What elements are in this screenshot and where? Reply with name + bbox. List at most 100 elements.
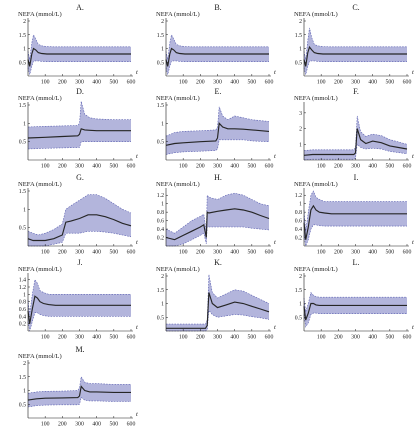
y-tick-label: 1 bbox=[161, 121, 164, 127]
x-tick-label: 500 bbox=[247, 164, 256, 170]
x-tick-label: 500 bbox=[247, 335, 256, 341]
x-axis-label: t bbox=[412, 153, 414, 160]
y-tick-label: 1.5 bbox=[19, 103, 26, 109]
y-tick-label: 0.5 bbox=[157, 60, 164, 66]
y-tick-label: 0.5 bbox=[295, 315, 302, 321]
lower-bound-line bbox=[303, 312, 407, 328]
y-tick-label: 1.5 bbox=[157, 33, 164, 39]
panel-label: D. bbox=[76, 87, 84, 96]
y-tick-label: 1.5 bbox=[295, 288, 302, 294]
x-tick-label: 200 bbox=[196, 250, 205, 256]
x-tick-label: 300 bbox=[75, 335, 84, 341]
confidence-band bbox=[166, 106, 269, 155]
x-tick-label: 200 bbox=[334, 250, 343, 256]
y-tick-label: 2 bbox=[161, 274, 164, 280]
lower-bound-line bbox=[303, 60, 407, 75]
confidence-band bbox=[28, 101, 131, 149]
x-tick-label: 300 bbox=[213, 80, 222, 86]
x-tick-label: 500 bbox=[109, 335, 118, 341]
lower-bound-line bbox=[27, 312, 131, 332]
lower-bound-line bbox=[165, 139, 270, 155]
x-axis-label: t bbox=[136, 239, 138, 246]
x-tick-label: 200 bbox=[334, 164, 343, 170]
y-tick-label: 1 bbox=[299, 302, 302, 308]
y-tick-label: 1.5 bbox=[157, 103, 164, 109]
y-tick-label: 0.5 bbox=[157, 315, 164, 321]
x-tick-label: 600 bbox=[403, 164, 412, 170]
y-tick-label: 1 bbox=[161, 302, 164, 308]
mean-line bbox=[27, 385, 131, 401]
x-tick-label: 500 bbox=[109, 164, 118, 170]
x-axis-label: t bbox=[136, 324, 138, 331]
x-tick-label: 300 bbox=[213, 164, 222, 170]
mean-line bbox=[27, 295, 131, 324]
y-tick-label: 0.5 bbox=[19, 226, 26, 232]
x-tick-label: 400 bbox=[92, 164, 101, 170]
x-tick-label: 500 bbox=[385, 335, 394, 341]
x-tick-label: 200 bbox=[196, 335, 205, 341]
y-axis-label: NEFA (mmol/L) bbox=[156, 266, 200, 273]
x-tick-label: 600 bbox=[403, 80, 412, 86]
panel-label: C. bbox=[352, 3, 359, 12]
x-tick-label: 500 bbox=[385, 164, 394, 170]
x-tick-label: 300 bbox=[213, 250, 222, 256]
y-tick-label: 2 bbox=[23, 361, 26, 367]
x-tick-label: 100 bbox=[41, 164, 50, 170]
panel-label: B. bbox=[214, 3, 221, 12]
upper-bound-line bbox=[303, 115, 408, 151]
confidence-band bbox=[304, 191, 407, 246]
y-axis-label: NEFA (mmol/L) bbox=[18, 181, 62, 188]
confidence-band bbox=[28, 194, 131, 246]
upper-bound-line bbox=[166, 274, 270, 325]
x-tick-label: 600 bbox=[127, 422, 136, 428]
y-tick-label: 1 bbox=[161, 47, 164, 53]
panel-i: 100 200 300 400 500 600 0.2 0.4 0.6 0.8 1 1.2 NEFA (… bbox=[294, 173, 414, 256]
x-axis-label: t bbox=[412, 239, 414, 246]
y-tick-label: 0.4 bbox=[295, 227, 302, 233]
x-tick-label: 300 bbox=[351, 335, 360, 341]
panel-label: E. bbox=[215, 87, 222, 96]
y-tick-label: 1 bbox=[299, 142, 302, 148]
y-tick-label: 0.4 bbox=[19, 314, 26, 320]
x-tick-label: 300 bbox=[75, 422, 84, 428]
upper-bound-line bbox=[27, 194, 132, 236]
x-tick-label: 100 bbox=[179, 80, 188, 86]
confidence-band bbox=[166, 34, 269, 75]
x-tick-label: 500 bbox=[385, 250, 394, 256]
confidence-band bbox=[28, 34, 131, 75]
x-tick-label: 200 bbox=[58, 422, 67, 428]
y-tick-label: 1.2 bbox=[295, 193, 302, 199]
x-tick-label: 200 bbox=[58, 250, 67, 256]
x-tick-label: 400 bbox=[230, 335, 239, 341]
x-tick-label: 500 bbox=[109, 422, 118, 428]
x-tick-label: 300 bbox=[351, 250, 360, 256]
y-tick-label: 1.5 bbox=[19, 33, 26, 39]
x-tick-label: 600 bbox=[127, 80, 136, 86]
x-tick-label: 400 bbox=[368, 335, 377, 341]
x-tick-label: 100 bbox=[41, 335, 50, 341]
y-axis-label: NEFA (mmol/L) bbox=[294, 11, 338, 18]
panel-label: H. bbox=[214, 173, 222, 182]
x-tick-label: 600 bbox=[127, 250, 136, 256]
x-axis-label: t bbox=[412, 69, 414, 76]
x-tick-label: 600 bbox=[265, 335, 274, 341]
x-tick-label: 200 bbox=[58, 164, 67, 170]
y-tick-label: 1 bbox=[23, 207, 26, 213]
y-tick-label: 0.2 bbox=[295, 236, 302, 242]
y-tick-label: 0.8 bbox=[157, 210, 164, 216]
x-tick-label: 100 bbox=[179, 335, 188, 341]
x-tick-label: 400 bbox=[230, 250, 239, 256]
x-tick-label: 300 bbox=[75, 80, 84, 86]
y-axis-label: NEFA (mmol/L) bbox=[18, 266, 62, 273]
panel-f: 100 200 300 400 500 600 1 2 3 NEFA (mmol/L) t F. bbox=[294, 87, 414, 170]
x-tick-label: 100 bbox=[317, 164, 326, 170]
upper-bound-line bbox=[303, 27, 407, 60]
confidence-band bbox=[166, 274, 269, 331]
mean-line bbox=[166, 292, 270, 329]
panel-label: F. bbox=[353, 87, 359, 96]
x-axis-label: t bbox=[136, 411, 138, 418]
